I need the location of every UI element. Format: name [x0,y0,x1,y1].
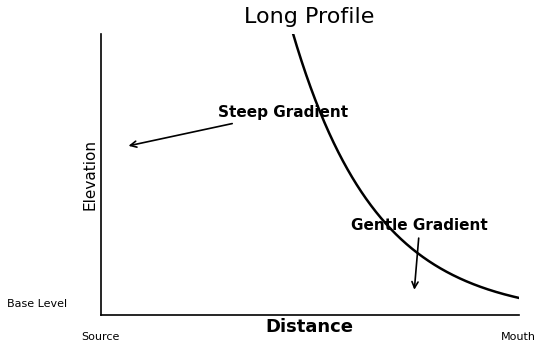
Text: Base Level: Base Level [7,299,67,309]
Text: Gentle Gradient: Gentle Gradient [351,218,488,288]
Text: Steep Gradient: Steep Gradient [130,105,348,147]
X-axis label: Distance: Distance [266,318,353,336]
Y-axis label: Elevation: Elevation [83,139,98,210]
Text: Mouth: Mouth [501,332,536,342]
Title: Long Profile: Long Profile [244,7,375,27]
Text: Source: Source [81,332,120,342]
